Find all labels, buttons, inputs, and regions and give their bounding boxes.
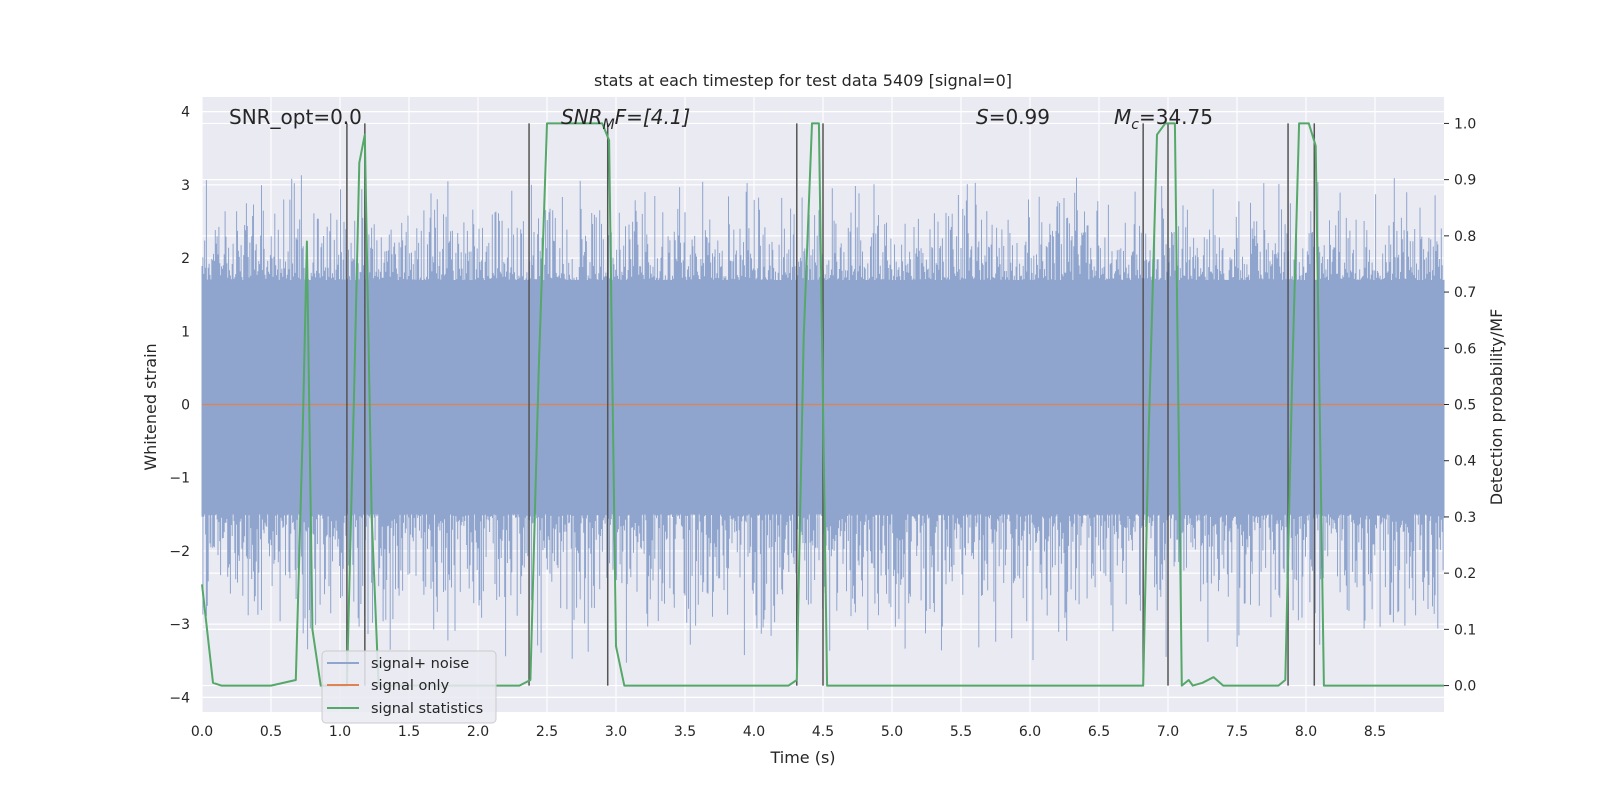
y2-tick-label: 0.8 — [1454, 229, 1476, 245]
x-axis-ticks: 0.0 0.5 1.0 1.5 2.0 2.5 3.0 3.5 4.0 4.5 5.0 5.5 6.0 6… — [191, 724, 1386, 740]
x-tick-label: 3.5 — [674, 724, 696, 740]
annotation-s: S=0.99 — [976, 105, 1050, 129]
y2-tick-label: 0.1 — [1454, 622, 1476, 638]
y-tick-label: 3 — [181, 178, 190, 194]
x-tick-label: 2.5 — [536, 724, 558, 740]
x-tick-label: 0.0 — [191, 724, 213, 740]
annotation-s-main: S — [976, 105, 989, 129]
x-axis-label: Time (s) — [769, 748, 835, 767]
x-tick-label: 2.0 — [467, 724, 489, 740]
y-tick-label: −2 — [169, 544, 190, 560]
y-tick-label: −3 — [169, 617, 190, 633]
y2-tick-label: 0.4 — [1454, 454, 1476, 470]
annotation-mc-sub: c — [1131, 117, 1139, 133]
legend-label-statistics: signal statistics — [371, 701, 483, 717]
annotation-snr-mf: SNRMF=[4.1] — [561, 105, 690, 133]
x-tick-label: 7.5 — [1226, 724, 1248, 740]
y-tick-label: 1 — [181, 324, 190, 340]
x-tick-label: 8.5 — [1364, 724, 1386, 740]
annotations: SNR_opt=0.0 SNRMF=[4.1] S=0.99 Mc=34.75 — [229, 105, 1213, 133]
y-tick-label: −4 — [169, 690, 190, 706]
x-tick-label: 8.0 — [1295, 724, 1317, 740]
y-tick-label: −1 — [169, 471, 190, 487]
annotation-s-rest: =0.99 — [989, 105, 1050, 129]
annotation-snr-opt: SNR_opt=0.0 — [229, 105, 362, 129]
y2-tick-label: 0.0 — [1454, 679, 1476, 695]
x-tick-label: 5.5 — [950, 724, 972, 740]
y2-tick-label: 0.7 — [1454, 285, 1476, 301]
annotation-mc: Mc=34.75 — [1114, 105, 1213, 133]
x-tick-label: 0.5 — [260, 724, 282, 740]
legend-label-signal-only: signal only — [371, 678, 450, 694]
y-tick-label: 0 — [181, 398, 190, 414]
y2-tick-label: 0.6 — [1454, 341, 1476, 357]
legend: signal+ noise signal only signal statist… — [321, 650, 497, 724]
x-tick-label: 4.0 — [743, 724, 765, 740]
legend-label-noise: signal+ noise — [371, 656, 469, 672]
y2-tick-label: 0.5 — [1454, 398, 1476, 414]
x-tick-label: 1.5 — [398, 724, 420, 740]
x-tick-label: 5.0 — [881, 724, 903, 740]
x-tick-label: 3.0 — [605, 724, 627, 740]
y-tick-label: 4 — [181, 105, 190, 121]
x-tick-label: 1.0 — [329, 724, 351, 740]
y2-axis-ticks: 0.0 0.1 0.2 0.3 0.4 0.5 0.6 0.7 0.8 0.9 1.0 — [1444, 116, 1476, 695]
x-tick-label: 6.5 — [1088, 724, 1110, 740]
y2-tick-label: 1.0 — [1454, 116, 1476, 132]
annotation-mc-rest: =34.75 — [1139, 105, 1213, 129]
annotation-mc-main: M — [1114, 105, 1131, 129]
y-tick-label: 2 — [181, 251, 190, 267]
annotation-snr-mf-sub: M — [603, 117, 615, 133]
annotation-snr-mf-main: SNR — [561, 105, 603, 129]
x-tick-label: 4.5 — [812, 724, 834, 740]
legend-box — [321, 650, 497, 724]
x-tick-label: 6.0 — [1019, 724, 1041, 740]
y-axis-ticks: −4 −3 −2 −1 0 1 2 3 4 — [169, 105, 190, 707]
y2-axis-label: Detection probability/MF — [1487, 309, 1506, 506]
annotation-snr-mf-rest: F=[4.1] — [615, 105, 691, 129]
y2-tick-label: 0.9 — [1454, 173, 1476, 189]
x-tick-label: 7.0 — [1157, 724, 1179, 740]
chart-title: stats at each timestep for test data 540… — [594, 71, 1012, 90]
y-axis-label: Whitened strain — [141, 343, 160, 470]
y2-tick-label: 0.3 — [1454, 510, 1476, 526]
y2-tick-label: 0.2 — [1454, 566, 1476, 582]
